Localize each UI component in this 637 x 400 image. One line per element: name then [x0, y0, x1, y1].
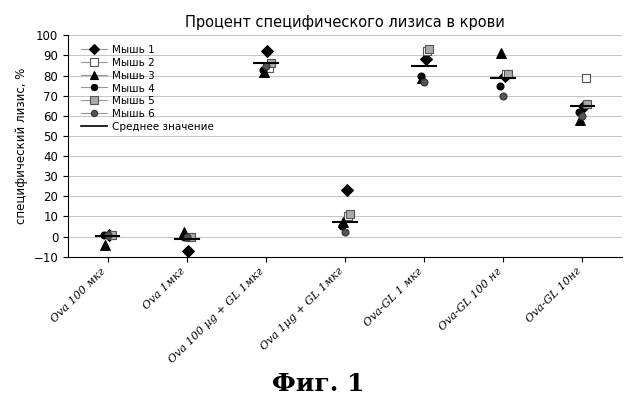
Legend: Мышь 1, Мышь 2, Мышь 3, Мышь 4, Мышь 5, Мышь 6, Среднее значение: Мышь 1, Мышь 2, Мышь 3, Мышь 4, Мышь 5, … [79, 43, 216, 134]
Point [503, 70, 513, 77]
Point [178, 233, 189, 240]
Point [580, 74, 590, 81]
Point [422, 48, 433, 55]
Title: Процент специфического лизиса в крови: Процент специфического лизиса в крови [185, 15, 505, 30]
Point [420, 56, 431, 63]
Point [577, 113, 587, 119]
Point [264, 64, 274, 71]
Point [261, 62, 271, 69]
Point [417, 74, 427, 81]
Point [266, 60, 276, 67]
Point [100, 241, 110, 248]
Point [582, 100, 592, 107]
Point [345, 211, 355, 218]
Point [341, 187, 352, 194]
Point [343, 213, 354, 220]
Point [103, 231, 113, 238]
Point [501, 70, 512, 77]
Y-axis label: специфический лизис, %: специфический лизис, % [15, 68, 28, 224]
Point [257, 66, 268, 73]
Point [337, 223, 347, 230]
Point [107, 231, 117, 238]
Point [419, 78, 429, 85]
Point [99, 231, 110, 238]
Point [259, 68, 269, 75]
Point [496, 50, 506, 57]
Text: Фиг. 1: Фиг. 1 [272, 372, 365, 396]
Point [498, 92, 508, 99]
Point [182, 233, 192, 240]
Point [575, 117, 585, 123]
Point [183, 248, 194, 254]
Point [500, 72, 510, 79]
Point [495, 82, 505, 89]
Point [416, 72, 426, 79]
Point [262, 48, 273, 55]
Point [574, 108, 584, 115]
Point [185, 233, 195, 240]
Point [106, 231, 116, 238]
Point [179, 229, 189, 236]
Point [187, 233, 197, 240]
Point [579, 102, 589, 109]
Point [424, 46, 434, 53]
Point [340, 229, 350, 236]
Point [338, 219, 348, 226]
Point [104, 231, 114, 238]
